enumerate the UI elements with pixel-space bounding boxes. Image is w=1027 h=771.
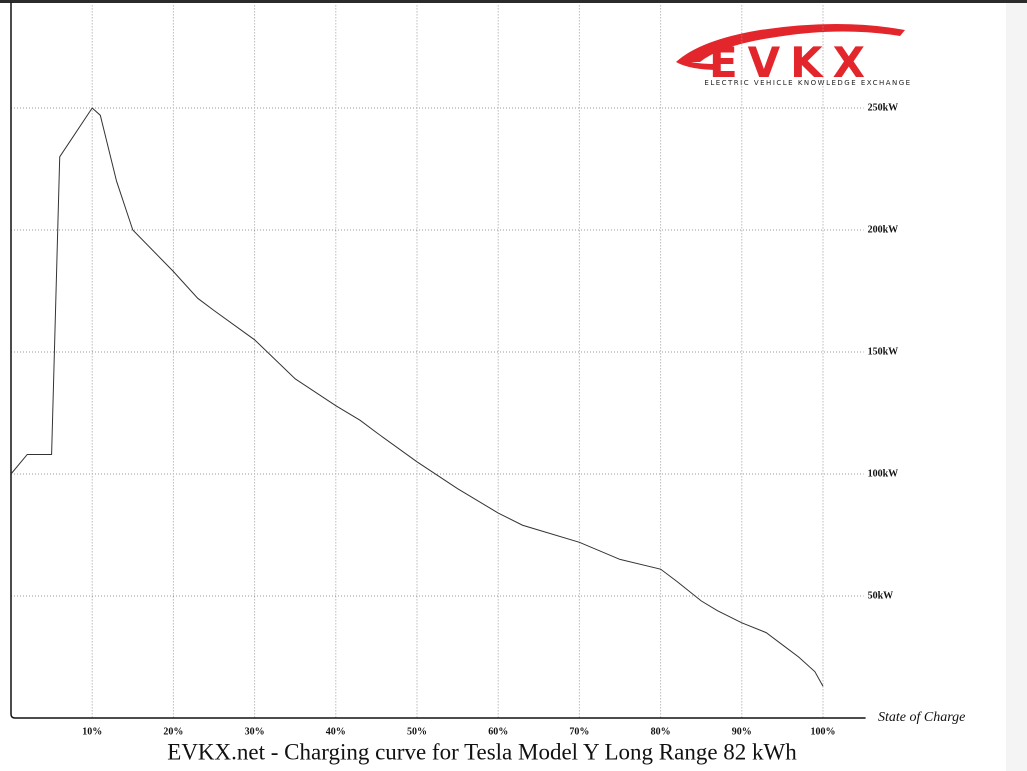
y-tick-label: 100kW bbox=[868, 468, 899, 479]
x-tick-label: 60% bbox=[488, 726, 508, 737]
x-axis-label: State of Charge bbox=[878, 710, 965, 725]
x-tick-label: 40% bbox=[326, 726, 346, 737]
logo-text: EVKX bbox=[709, 38, 875, 87]
x-tick-label: 90% bbox=[732, 726, 752, 737]
logo-swoosh bbox=[676, 24, 905, 62]
top-border bbox=[0, 0, 1027, 3]
logo-tagline: ELECTRIC VEHICLE KNOWLEDGE EXCHANGE bbox=[704, 79, 911, 87]
y-tick-label: 150kW bbox=[868, 346, 899, 357]
axis bbox=[10, 2, 866, 719]
x-tick-label: 30% bbox=[245, 726, 265, 737]
y-tick-label: 200kW bbox=[868, 224, 899, 235]
x-tick-label: 20% bbox=[163, 726, 183, 737]
chart-title: EVKX.net - Charging curve for Tesla Mode… bbox=[167, 739, 797, 764]
x-tick-label: 80% bbox=[651, 726, 671, 737]
x-tick-label: 70% bbox=[569, 726, 589, 737]
y-tick-label: 50kW bbox=[868, 590, 894, 601]
x-tick-label: 100% bbox=[811, 726, 836, 737]
side-panel bbox=[1006, 3, 1027, 771]
x-tick-label: 10% bbox=[82, 726, 102, 737]
logo: EVKX ELECTRIC VEHICLE KNOWLEDGE EXCHANGE bbox=[676, 24, 911, 87]
y-tick-label: 250kW bbox=[868, 102, 899, 113]
line bbox=[10, 107, 824, 687]
logo-swoosh bbox=[676, 60, 720, 70]
x-tick-label: 50% bbox=[407, 726, 427, 737]
